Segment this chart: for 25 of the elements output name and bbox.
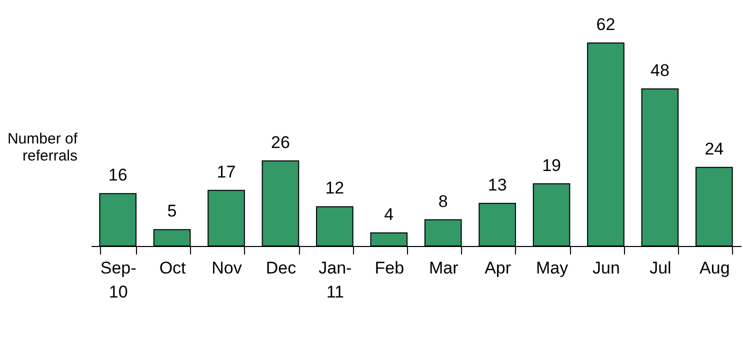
data-label: 48: [650, 60, 670, 80]
data-label: 24: [704, 139, 724, 158]
x-tick-label: Aug: [700, 258, 730, 278]
x-tick-label: Oct: [159, 258, 186, 278]
data-label: 62: [596, 15, 616, 34]
data-label: 13: [488, 175, 507, 194]
data-label: 8: [438, 192, 448, 211]
x-tick-label: May: [536, 258, 569, 278]
data-label: 12: [325, 178, 344, 198]
data-label: 4: [384, 204, 394, 224]
y-axis-title: Number of referrals: [7, 130, 78, 164]
data-label: 17: [216, 162, 236, 182]
x-tick-label: Mar: [428, 258, 459, 278]
x-tick-label: Sep-10: [100, 258, 136, 302]
data-label: 5: [167, 202, 177, 221]
x-tick-label: Apr: [484, 258, 512, 278]
data-label: 16: [108, 166, 128, 185]
x-tick-label: Feb: [374, 258, 404, 278]
x-tick-label: Nov: [212, 258, 242, 278]
x-tick-label: Dec: [266, 258, 297, 278]
x-tick-label: Jan-11: [318, 258, 352, 302]
data-label: 26: [271, 132, 290, 152]
x-tick-label: Jul: [650, 258, 672, 278]
x-tick-label: Jun: [592, 258, 620, 278]
data-label: 19: [542, 156, 561, 175]
